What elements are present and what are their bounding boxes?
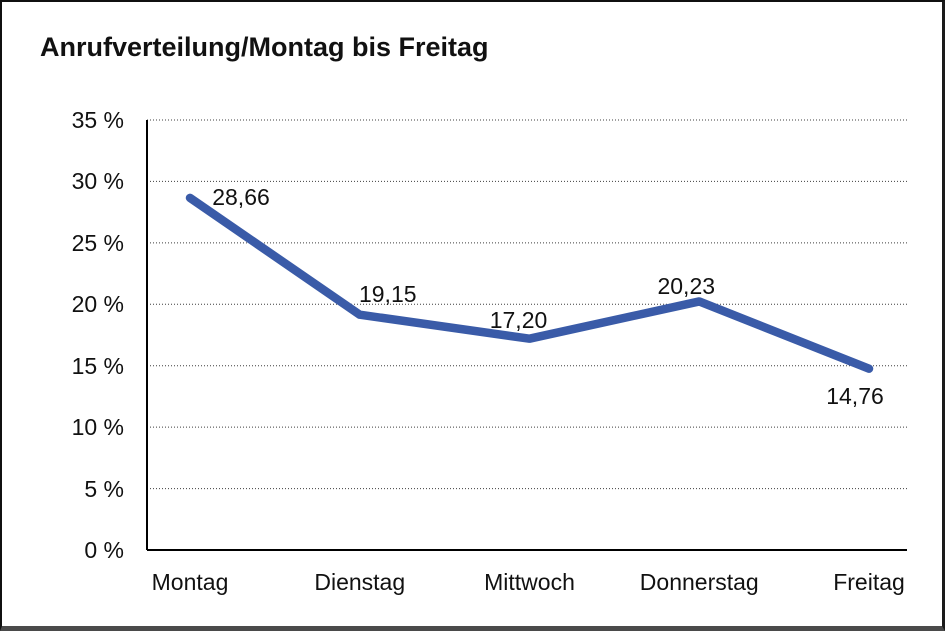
series-line (185, 193, 874, 373)
x-category-label: Dienstag (314, 569, 406, 595)
y-tick-label: 20 % (71, 291, 124, 318)
x-category-label: Mittwoch (484, 569, 575, 595)
x-category-label: Donnerstag (639, 569, 759, 595)
data-point-label: 17,20 (489, 306, 548, 333)
y-tick-label: 5 % (84, 475, 124, 502)
y-tick-label: 30 % (71, 168, 124, 195)
y-tick-label: 25 % (71, 229, 124, 256)
data-point-label: 28,66 (212, 183, 270, 210)
chart-title: Anrufverteilung/Montag bis Freitag (40, 32, 489, 62)
y-tick-label: 15 % (71, 352, 124, 379)
data-point-label: 20,23 (657, 273, 716, 300)
x-category-label: Montag (151, 569, 229, 595)
data-point-label: 14,76 (826, 382, 884, 409)
y-tick-label: 10 % (71, 414, 124, 441)
data-point-label: 19,15 (358, 280, 417, 307)
y-tick-label: 0 % (84, 537, 124, 563)
x-category-label: Freitag (833, 569, 905, 595)
y-tick-label: 35 % (71, 107, 124, 133)
